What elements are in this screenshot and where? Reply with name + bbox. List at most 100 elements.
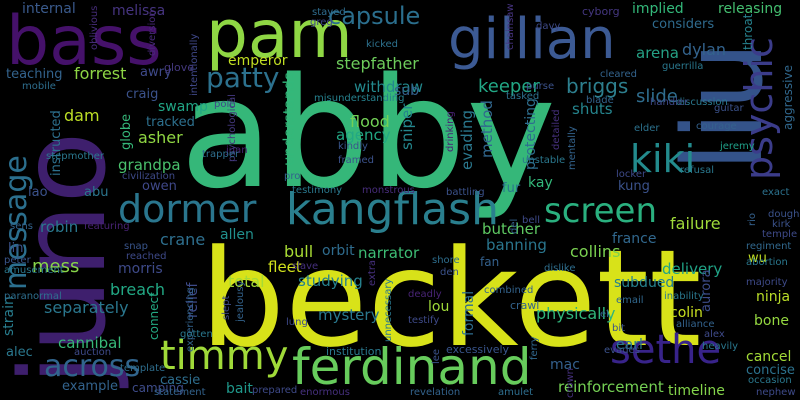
word-evades: evades	[604, 346, 640, 356]
word-combined: combined	[484, 286, 533, 296]
word-fan: fan	[480, 256, 499, 268]
word-intentionally: intentionally	[190, 34, 200, 96]
word-framed: framed	[338, 156, 374, 166]
word-experiencing: experiencing	[186, 287, 196, 352]
word-dam: dam	[64, 108, 100, 124]
word-formal: formal	[462, 291, 476, 336]
word-template: template	[120, 364, 165, 374]
word-paranormal: paranormal	[4, 292, 62, 302]
word-abu: abu	[84, 186, 108, 199]
word-cassie: cassie	[160, 374, 200, 387]
word-understands: understands	[282, 72, 297, 166]
word-mystery: mystery	[318, 308, 379, 323]
word-jeremy: jeremy	[720, 142, 755, 152]
word-mobile: mobile	[22, 82, 56, 92]
word-deadly: deadly	[408, 290, 442, 300]
word-pro: pro	[284, 172, 300, 182]
word-evading: evading	[460, 110, 475, 170]
word-locker: locker	[616, 170, 646, 180]
word-revelation: revelation	[410, 388, 460, 398]
word-throat: throat	[742, 14, 754, 50]
word-unnecessary: unnecessary	[384, 279, 394, 342]
word-france: france	[612, 232, 656, 246]
word-detailed: detailed	[552, 109, 562, 150]
word-testify: testify	[408, 316, 439, 326]
word-bone: bone	[754, 314, 789, 328]
word-misunderstanding: misunderstanding	[314, 94, 404, 104]
word-excessively: excessively	[446, 344, 509, 355]
word-crawl: crawl	[510, 300, 539, 311]
word-davy: davy	[536, 22, 560, 32]
word-regiment: regiment	[746, 242, 791, 252]
word-swamp: swamp	[158, 100, 208, 114]
word-arena: arena	[636, 46, 679, 61]
word-timeline: timeline	[668, 384, 725, 398]
word-chainsaw: chainsaw	[506, 3, 516, 50]
word-amulet: amulet	[498, 388, 533, 398]
word-bait: bait	[226, 382, 253, 396]
word-email: email	[616, 296, 644, 306]
word-tasked: tasked	[506, 92, 539, 102]
word-lin: lin	[8, 242, 23, 255]
word-rio: rio	[748, 213, 758, 226]
word-statement: statement	[154, 388, 205, 398]
word-nephew: nephew	[756, 388, 796, 398]
word-asher: asher	[138, 130, 183, 146]
word-majority: majority	[746, 278, 788, 288]
word-monstrous: monstrous	[362, 186, 415, 196]
word-enormous: enormous	[300, 388, 350, 398]
word-civilization: civilization	[122, 172, 175, 182]
word-considers: considers	[652, 18, 714, 31]
word-bull: bull	[284, 244, 313, 260]
word-studying: studying	[298, 274, 363, 289]
word-kung: kung	[618, 180, 650, 193]
word-globe: globe	[120, 114, 133, 150]
word-colin: colin	[670, 306, 703, 320]
word-heavily: heavily	[702, 342, 738, 352]
word-lung: lung	[286, 318, 308, 328]
word-instructed: instructed	[50, 110, 63, 176]
word-dylan: dylan	[682, 42, 726, 58]
word-flood: flood	[350, 114, 390, 130]
word-method: method	[480, 100, 495, 158]
word-dislike: dislike	[544, 264, 575, 274]
word-inability: inability	[664, 292, 704, 302]
word-temple: temple	[762, 230, 797, 240]
word-slept: slept	[222, 296, 232, 320]
word-stepfather: stepfather	[336, 56, 419, 72]
word-dormer: dormer	[118, 190, 256, 228]
word-gotten: gotten	[180, 330, 213, 340]
word-emperor: emperor	[228, 54, 288, 68]
word-institution: institution	[326, 346, 381, 357]
word-psychic: psychic	[740, 37, 778, 180]
word-cancel: cancel	[746, 350, 791, 364]
word-stepmother: stepmother	[46, 152, 104, 162]
word-featuring: featuring	[84, 222, 130, 232]
word-alex: alex	[704, 330, 725, 340]
word-implied: implied	[632, 2, 684, 16]
word-banning: banning	[486, 238, 547, 253]
word-orbit: orbit	[322, 244, 355, 258]
word-allen: allen	[220, 228, 254, 242]
word-cleared: cleared	[600, 70, 637, 80]
word-auction: auction	[74, 348, 111, 358]
word-shore: shore	[432, 256, 460, 266]
word-bit: bit	[612, 324, 625, 334]
word-screen: screen	[544, 194, 657, 228]
word-subdued: subdued	[614, 276, 674, 290]
word-guerrilla: guerrilla	[662, 62, 703, 72]
word-greg: greg	[310, 18, 333, 28]
word-crane: crane	[160, 232, 205, 248]
word-lee: lee	[432, 349, 442, 364]
word-mentally: mentally	[568, 126, 578, 170]
word-morris: morris	[118, 262, 163, 276]
word-bell: bell	[522, 216, 540, 226]
word-kay: kay	[528, 176, 553, 190]
word-lou: lou	[428, 300, 449, 314]
word-occasion: occasion	[748, 376, 792, 386]
word-gillian: gillian	[448, 12, 616, 68]
word-exact: exact	[762, 188, 789, 198]
word-kindly: kindly	[338, 142, 368, 152]
word-del: del	[510, 219, 520, 234]
